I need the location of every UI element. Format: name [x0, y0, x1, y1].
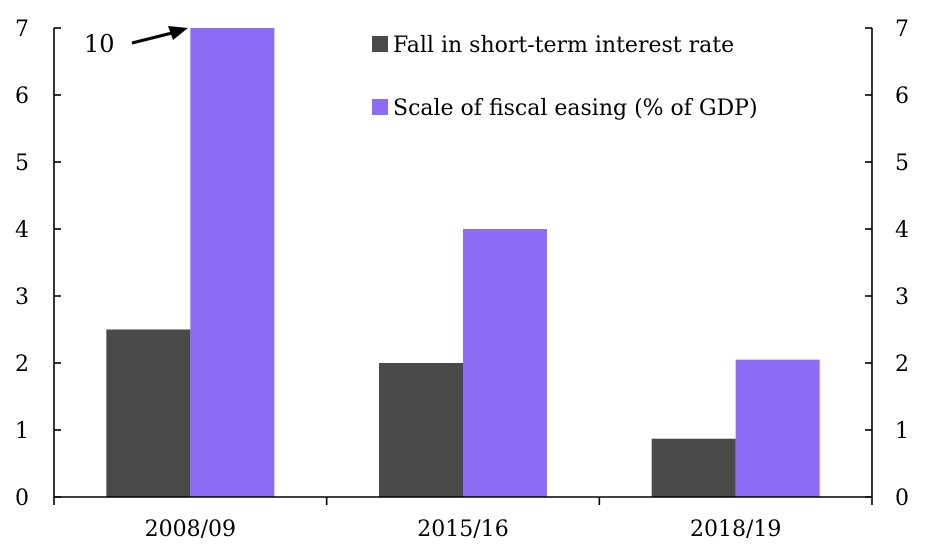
- annotation-arrow-shaft: [131, 31, 173, 45]
- right-tick-label: 7: [895, 17, 909, 42]
- x-category-label: 2018/19: [690, 517, 781, 542]
- x-category-label: 2008/09: [145, 517, 236, 542]
- legend-swatch-series-1: [372, 99, 388, 115]
- right-tick-label: 5: [895, 151, 909, 176]
- annotation-label: 10: [84, 30, 115, 58]
- bars-group: [106, 28, 820, 497]
- axes-group: 0 1 2 3 4 5 6 7 0 1 2 3 4 5 6 7 2008/09 2015/16 2018/19: [15, 17, 909, 542]
- right-tick-label: 6: [895, 84, 909, 109]
- bar-fiscal-easing-2: [735, 359, 820, 497]
- left-tick-label: 3: [15, 285, 29, 310]
- right-tick-label: 3: [895, 285, 909, 310]
- right-ticks: 0 1 2 3 4 5 6 7: [865, 17, 909, 511]
- bar-interest-rate-1: [379, 363, 463, 497]
- left-tick-label: 0: [15, 486, 29, 511]
- left-tick-label: 7: [15, 17, 29, 42]
- legend-label-series-1: Scale of fiscal easing (% of GDP): [393, 96, 758, 121]
- right-tick-label: 2: [895, 352, 909, 377]
- legend-label-series-0: Fall in short-term interest rate: [393, 33, 734, 58]
- left-tick-label: 5: [15, 151, 29, 176]
- legend-swatch-series-0: [372, 36, 388, 52]
- left-ticks: 0 1 2 3 4 5 6 7: [15, 17, 61, 511]
- bar-interest-rate-0: [106, 329, 191, 497]
- right-tick-label: 1: [895, 419, 909, 444]
- left-tick-label: 6: [15, 84, 29, 109]
- legend: Fall in short-term interest rate Scale o…: [372, 33, 758, 121]
- x-category-label: 2015/16: [417, 517, 508, 542]
- right-tick-label: 4: [895, 218, 909, 243]
- annotation: 10: [84, 26, 188, 58]
- annotation-arrow-head: [168, 26, 188, 40]
- bar-fiscal-easing-1: [463, 229, 547, 497]
- right-tick-label: 0: [895, 486, 909, 511]
- x-ticks: 2008/09 2015/16 2018/19: [53, 497, 873, 542]
- left-tick-label: 2: [15, 352, 29, 377]
- bar-interest-rate-2: [651, 438, 736, 497]
- left-tick-label: 1: [15, 419, 29, 444]
- left-tick-label: 4: [15, 218, 29, 243]
- bar-fiscal-easing-0: [190, 28, 275, 497]
